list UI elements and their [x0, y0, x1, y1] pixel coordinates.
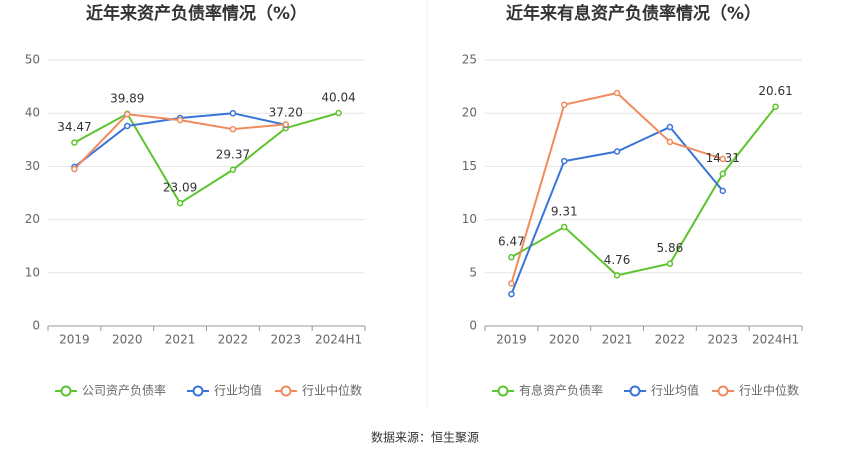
point	[282, 121, 289, 128]
data-label: 4.76	[604, 253, 631, 267]
legend-marker	[60, 385, 72, 397]
chart-title: 近年来有息资产负债率情况（%）	[506, 3, 761, 24]
data-label: 34.47	[57, 120, 91, 134]
data-label: 39.89	[110, 91, 144, 105]
y-tick-label: 0	[469, 319, 477, 333]
data-label: 20.61	[758, 84, 792, 98]
y-tick-label: 40	[25, 106, 40, 120]
point	[719, 187, 726, 195]
legend-marker	[717, 385, 729, 397]
x-tick-label: 2019	[496, 333, 527, 347]
y-tick-label: 25	[462, 53, 477, 67]
x-tick-label: 2023	[707, 333, 738, 347]
x-tick-label: 2021	[165, 333, 196, 347]
data-label: 29.37	[216, 147, 250, 161]
x-tick-label: 2020	[112, 333, 143, 347]
point	[124, 111, 131, 118]
point	[561, 101, 568, 108]
source: 数据来源：恒生聚源	[371, 430, 479, 445]
legend-label: 有息资产负债率	[519, 383, 603, 398]
legend-marker	[192, 385, 204, 397]
point	[176, 199, 184, 207]
x-tick-label: 2023	[270, 333, 301, 347]
x-tick-label: 2019	[59, 333, 90, 347]
x-tick-label: 2022	[655, 333, 686, 347]
point	[666, 138, 674, 146]
point	[229, 109, 237, 117]
y-tick-label: 10	[462, 212, 477, 226]
y-tick-label: 20	[462, 106, 477, 120]
point	[508, 280, 515, 287]
x-tick-label: 2024H1	[315, 333, 362, 347]
point	[613, 272, 621, 279]
point	[613, 148, 621, 155]
legend-label: 行业中位数	[302, 383, 362, 398]
point	[666, 123, 674, 131]
data-label: 37.20	[269, 106, 303, 120]
x-tick-label: 2024H1	[752, 333, 799, 347]
data-label: 40.04	[321, 90, 355, 104]
legend-label: 行业中位数	[739, 383, 799, 398]
point	[71, 139, 78, 146]
y-tick-label: 15	[462, 159, 477, 173]
point	[508, 253, 515, 261]
y-tick-label: 0	[32, 319, 40, 333]
data-label: 5.86	[657, 241, 684, 255]
chart-title: 近年来资产负债率情况（%）	[86, 3, 307, 24]
y-tick-label: 10	[25, 265, 40, 279]
x-tick-label: 2022	[218, 333, 249, 347]
x-tick-label: 2020	[549, 333, 580, 347]
point	[229, 166, 237, 174]
y-tick-label: 5	[469, 265, 477, 279]
point	[229, 125, 237, 133]
y-tick-label: 20	[25, 212, 40, 226]
legend-label: 行业均值	[214, 383, 262, 398]
point	[561, 223, 568, 231]
legend-marker	[497, 385, 509, 397]
point	[335, 109, 342, 117]
point	[666, 260, 674, 267]
legend-label: 行业均值	[651, 383, 699, 398]
point	[719, 155, 726, 163]
x-tick-label: 2021	[602, 333, 633, 347]
point	[508, 290, 515, 298]
legend-marker	[629, 385, 641, 397]
point	[772, 103, 779, 110]
data-label: 23.09	[163, 181, 197, 195]
y-tick-label: 30	[25, 159, 40, 173]
legend-marker	[280, 385, 292, 397]
data-label: 9.31	[551, 204, 578, 218]
legend-label: 公司资产负债率	[82, 383, 166, 398]
point	[561, 157, 568, 165]
point	[124, 122, 131, 130]
y-tick-label: 50	[25, 53, 40, 67]
point	[71, 165, 78, 173]
data-label: 6.47	[498, 235, 525, 249]
series-line	[73, 112, 339, 205]
point	[613, 89, 621, 97]
series-line	[510, 106, 777, 277]
point	[719, 170, 726, 177]
point	[176, 116, 184, 124]
